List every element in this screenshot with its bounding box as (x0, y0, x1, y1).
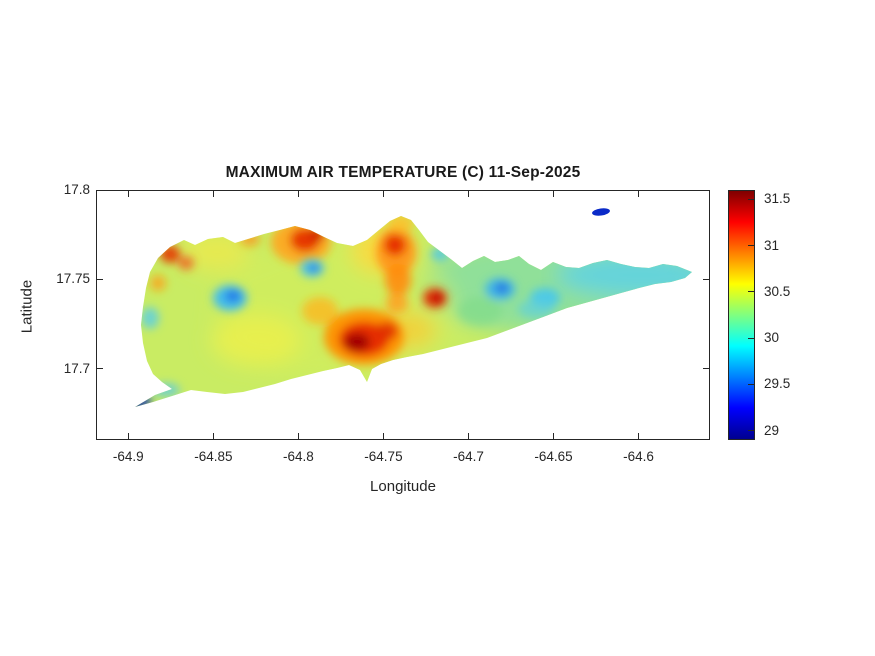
x-tick-mark (382, 433, 384, 439)
y-tick-label: 17.7 (63, 360, 90, 376)
temperature-hot-spots (150, 216, 447, 365)
colorbar-tick-label: 29.5 (764, 376, 791, 392)
colorbar-tick-label: 30 (764, 330, 780, 346)
colorbar-tick-mark (748, 337, 754, 339)
x-tick-mark (127, 433, 129, 439)
y-tick-mark (97, 278, 103, 280)
colorbar-tick-label: 31 (764, 237, 780, 253)
x-tick-label: -64.65 (534, 449, 573, 464)
chart-title: MAXIMUM AIR TEMPERATURE (C) 11-Sep-2025 (225, 164, 581, 181)
x-tick-label: -64.75 (364, 449, 403, 464)
y-tick-label: 17.8 (63, 182, 90, 197)
x-tick-label: -64.9 (112, 449, 144, 464)
x-tick-mark-top (212, 191, 214, 197)
colorbar-tick-label: 30.5 (764, 283, 791, 299)
x-tick-label: -64.8 (283, 449, 314, 464)
colorbar-tick-mark (748, 245, 754, 247)
x-axis-label: Longitude (370, 478, 436, 495)
y-axis-label: Latitude (18, 279, 36, 334)
x-tick-mark (553, 433, 555, 439)
x-tick-mark (638, 433, 640, 439)
colorbar-tick-label: 29 (764, 422, 780, 438)
x-tick-mark (297, 433, 299, 439)
y-tick-mark-right (703, 278, 709, 280)
colorbar-tick-mark (748, 198, 754, 200)
x-tick-mark-top (297, 191, 299, 197)
x-tick-mark-top (638, 191, 640, 197)
x-tick-mark-top (553, 191, 555, 197)
x-tick-mark (467, 433, 469, 439)
x-tick-mark (212, 433, 214, 439)
y-tick-mark-right (703, 368, 709, 370)
colorbar (728, 190, 755, 440)
y-tick-label: 17.75 (56, 271, 90, 287)
y-tick-mark (97, 189, 103, 191)
colorbar-tick-mark (748, 291, 754, 293)
colorbar-tick-label: 31.5 (764, 191, 791, 207)
temperature-map-svg (135, 208, 692, 407)
island-region (135, 216, 692, 407)
x-tick-label: -64.85 (194, 449, 233, 464)
colorbar-tick-mark (748, 430, 754, 432)
offshore-islet (592, 208, 610, 216)
y-tick-mark-right (703, 189, 709, 191)
y-tick-mark (97, 368, 103, 370)
x-tick-mark-top (467, 191, 469, 197)
colorbar-tick-mark (748, 383, 754, 385)
x-tick-label: -64.6 (623, 449, 654, 464)
x-tick-mark-top (382, 191, 384, 197)
x-tick-mark-top (127, 191, 129, 197)
x-tick-label: -64.7 (453, 449, 484, 464)
